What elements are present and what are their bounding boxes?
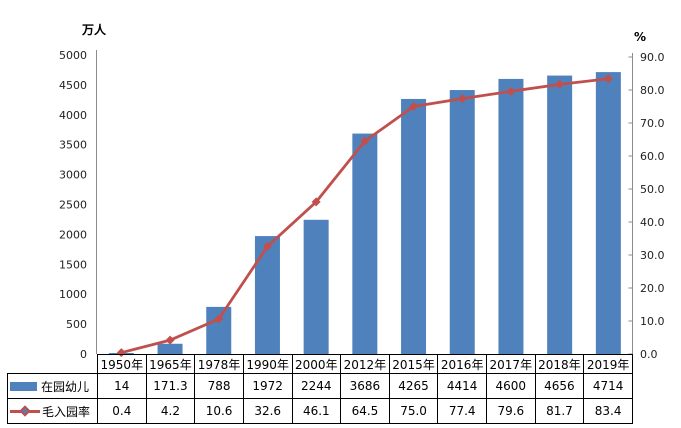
rate-value-cell: 10.6 — [194, 398, 244, 424]
year-header-cell: 2018年 — [534, 354, 585, 374]
left-axis-tick-label: 4000 — [59, 109, 87, 122]
line-legend-swatch — [10, 405, 40, 417]
left-axis-tick-label: 5000 — [59, 49, 87, 62]
left-axis-tick-label: 2500 — [59, 199, 87, 212]
year-header-cell: 2012年 — [340, 354, 390, 374]
bar — [157, 343, 183, 354]
left-axis-tick-label: 3500 — [59, 139, 87, 152]
bar — [206, 306, 232, 354]
bar-value-cell: 3686 — [340, 373, 390, 399]
line-marker-diamond — [409, 102, 419, 111]
bar-value-cell: 4414 — [437, 373, 487, 399]
right-axis-tick-label: 90.0 — [640, 51, 665, 64]
left-axis-tick-label: 0 — [80, 348, 87, 358]
year-header-cell: 1965年 — [145, 354, 196, 374]
bar-value-cell: 2244 — [291, 373, 342, 399]
table-row: 在园幼儿 14 171.3 788 1972 2244 3686 4265 4414 4600 46… — [7, 373, 633, 399]
line-marker-diamond — [603, 74, 613, 84]
year-header-cell: 2015年 — [388, 354, 439, 374]
bar-value-cell: 1972 — [242, 373, 293, 399]
rate-value-cell: 83.4 — [583, 398, 633, 424]
legend-label: 毛入园率 — [42, 404, 91, 419]
rate-value-cell: 46.1 — [291, 398, 342, 424]
line-marker-diamond — [214, 314, 224, 324]
rate-value-cell: 75.0 — [388, 398, 439, 424]
line-marker-diamond — [555, 79, 565, 89]
legend-enrolled-children: 在园幼儿 — [7, 373, 98, 399]
year-header-cell: 2019年 — [583, 354, 633, 374]
line-marker-diamond — [360, 136, 370, 146]
left-axis-tick-label: 1500 — [59, 258, 87, 271]
bar-value-cell: 4656 — [534, 373, 585, 399]
left-axis-tick-label: 3000 — [59, 169, 87, 182]
bar — [498, 78, 524, 355]
diamond-marker-icon — [19, 405, 31, 417]
bar — [254, 236, 280, 354]
bar — [449, 90, 475, 355]
line-marker-diamond — [165, 335, 175, 345]
plot-area: 0 500 1000 1500 2000 2500 3000 3500 4000 4500 5000… — [59, 49, 665, 358]
rate-value-cell: 79.6 — [486, 398, 536, 424]
bar — [595, 72, 621, 355]
right-axis-tick-label: 20.0 — [640, 282, 665, 295]
rate-value-cell: 32.6 — [242, 398, 293, 424]
right-axis-tick-label: 80.0 — [640, 84, 665, 97]
year-header-cell: 1990年 — [242, 354, 293, 374]
line-marker-diamond — [506, 86, 516, 96]
line-marker-diamond — [457, 94, 467, 104]
bar-value-cell: 4265 — [388, 373, 439, 399]
bar-value-cell: 4600 — [486, 373, 536, 399]
right-axis-tick-label: 70.0 — [640, 117, 665, 130]
rate-value-cell: 4.2 — [145, 398, 196, 424]
bar — [303, 219, 329, 354]
bar-value-cell: 788 — [194, 373, 244, 399]
bar — [352, 133, 378, 354]
year-header-cell: 1978年 — [194, 354, 244, 374]
year-header-cell: 2016年 — [437, 354, 487, 374]
right-axis-tick-label: 40.0 — [640, 216, 665, 229]
line-marker-diamond — [262, 241, 272, 251]
table-corner-blank — [8, 355, 98, 374]
left-axis-tick-label: 4500 — [59, 79, 87, 92]
data-table: 1950年 1965年 1978年 1990年 2000年 2012年 2015年 2016年… — [7, 354, 633, 424]
rate-value-cell: 81.7 — [534, 398, 585, 424]
year-header-cell: 2017年 — [486, 354, 536, 374]
year-header-cell: 1950年 — [97, 354, 147, 374]
left-axis-tick-label: 1000 — [59, 288, 87, 301]
right-axis-tick-label: 10.0 — [640, 315, 665, 328]
year-header-cell: 2000年 — [291, 354, 342, 374]
right-axis-tick-label: 60.0 — [640, 150, 665, 163]
left-axis-tick-label: 2000 — [59, 228, 87, 241]
right-axis-tick-label: 30.0 — [640, 249, 665, 262]
table-row: 毛入园率 0.4 4.2 10.6 32.6 46.1 64.5 75.0 77.4 79.6 81… — [7, 398, 633, 424]
bar-legend-swatch — [10, 381, 37, 391]
bar-value-cell: 14 — [97, 373, 147, 399]
rate-value-cell: 77.4 — [437, 398, 487, 424]
right-axis-tick-label: 50.0 — [640, 183, 665, 196]
right-axis-title: % — [634, 30, 647, 44]
right-axis-tick-label: 0.0 — [640, 348, 658, 358]
left-axis-title: 万人 — [82, 23, 107, 37]
bar — [401, 98, 427, 354]
legend-gross-enrollment-rate: 毛入园率 — [7, 398, 98, 424]
legend-label: 在园幼儿 — [41, 379, 90, 394]
rate-value-cell: 64.5 — [340, 398, 390, 424]
bar — [547, 75, 573, 354]
bar-value-cell: 4714 — [583, 373, 633, 399]
left-axis-tick-label: 500 — [66, 318, 87, 331]
line-marker-diamond — [311, 197, 321, 207]
bar-value-cell: 171.3 — [145, 373, 196, 399]
rate-value-cell: 0.4 — [97, 398, 147, 424]
